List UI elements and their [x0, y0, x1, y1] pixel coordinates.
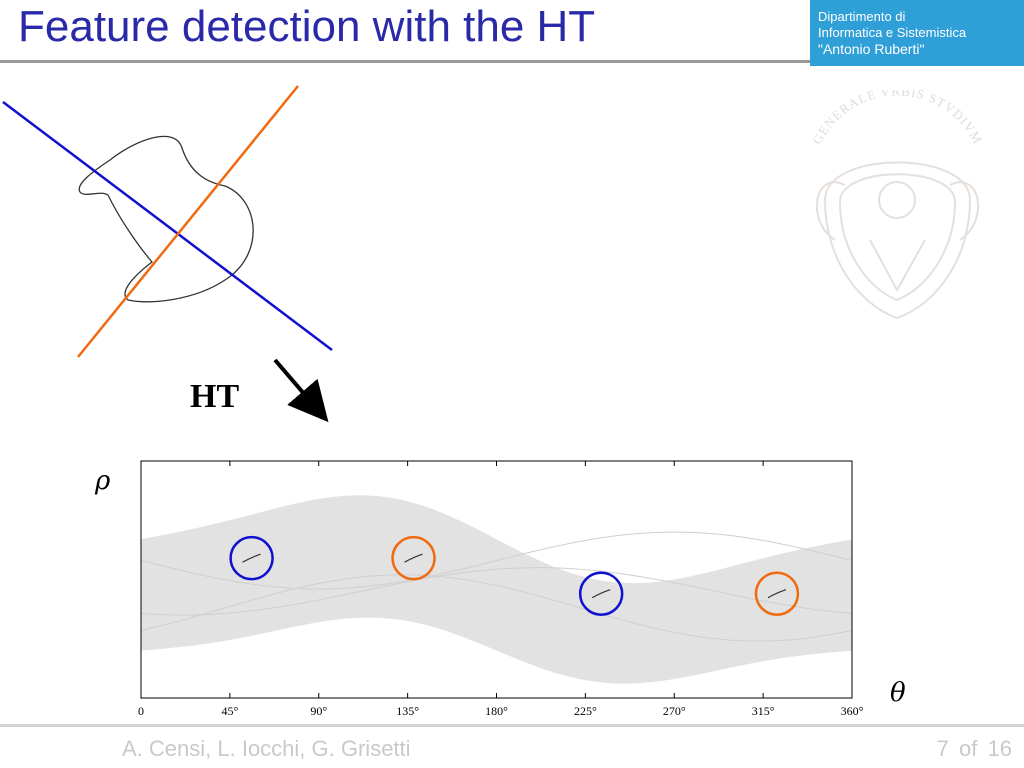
ht-arrow-label: HT — [190, 378, 240, 415]
curve-trace — [140, 574, 853, 642]
x-tick-label: 360° — [841, 704, 864, 718]
orange-line — [77, 85, 299, 358]
closed-contour — [78, 135, 254, 303]
band-area — [141, 495, 852, 684]
department-line-3: "Antonio Ruberti" — [818, 41, 925, 57]
x-tick-label: 225° — [574, 704, 597, 718]
peak-circle — [391, 535, 436, 581]
page-current: 7 — [936, 736, 949, 761]
footer-authors: A. Censi, L. Iocchi, G. Grisetti — [122, 736, 411, 761]
hough-accumulator-plot: 0 45° 90° 135° 180° 225° 270° 315° 360° — [138, 460, 864, 718]
peak-circle — [229, 535, 274, 581]
seal-text: GENERALE VRBIS STVDIVM — [809, 90, 985, 147]
peak-spot — [404, 553, 423, 563]
university-seal-watermark: GENERALE VRBIS STVDIVM — [809, 90, 985, 320]
theta-axis-label: θ — [890, 678, 906, 708]
rho-axis-label: ρ — [95, 466, 111, 496]
accumulator-band — [140, 495, 853, 684]
curve-trace — [140, 567, 853, 616]
peak-spot — [242, 553, 261, 563]
shape-figure — [2, 85, 333, 358]
page-of: of — [959, 736, 978, 761]
plot-axes: 0 45° 90° 135° 180° 225° 270° 315° 360° — [138, 460, 864, 718]
peak-markers — [229, 535, 800, 616]
page-number: 7 of 16 — [937, 736, 1012, 762]
page-total: 16 — [987, 736, 1012, 761]
department-line-1: Dipartimento di — [818, 9, 906, 24]
arrow-icon — [273, 358, 329, 423]
peak-circle — [578, 571, 624, 616]
x-tick-label: 180° — [485, 704, 508, 718]
peak-spot — [591, 589, 611, 599]
x-tick-label: 270° — [663, 704, 686, 718]
x-tick-label: 45° — [221, 704, 238, 718]
peak-spot — [767, 589, 787, 599]
x-tick-label: 0 — [138, 704, 144, 718]
x-tick-label: 315° — [752, 704, 775, 718]
footer-rule — [0, 724, 1024, 727]
slide-title: Feature detection with the HT — [18, 2, 596, 51]
department-line-2: Informatica e Sistemistica — [818, 25, 967, 40]
blue-line — [2, 101, 333, 351]
peak-circle — [754, 571, 800, 616]
curve-trace — [140, 531, 853, 590]
x-tick-label: 90° — [310, 704, 327, 718]
title-rule — [0, 60, 1024, 63]
department-logo-box: Dipartimento di Informatica e Sistemisti… — [810, 0, 1024, 66]
x-tick-label: 135° — [396, 704, 419, 718]
